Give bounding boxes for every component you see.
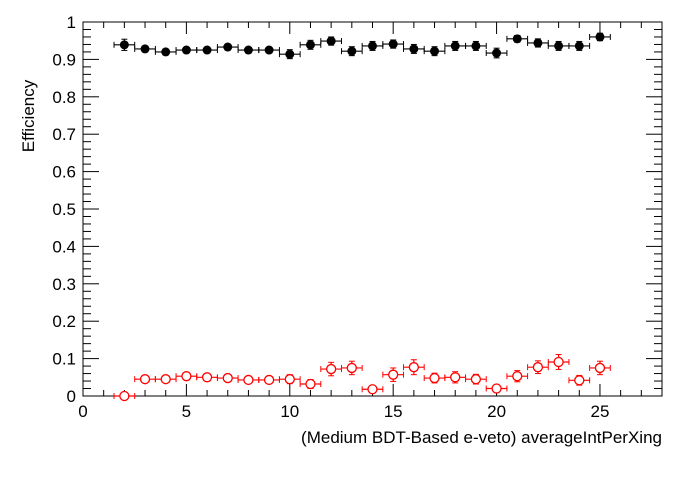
- data-point: [368, 41, 377, 51]
- data-point: [574, 375, 585, 386]
- data-point: [243, 374, 254, 386]
- data-point: [532, 362, 544, 373]
- data-point: [223, 42, 233, 52]
- data-point: [553, 356, 564, 368]
- data-point: [202, 45, 212, 55]
- data-point: [181, 45, 191, 55]
- data-point: [139, 374, 151, 385]
- data-point: [201, 372, 213, 383]
- data-point: [222, 372, 233, 384]
- series-red-open: [113, 353, 611, 402]
- data-point: [181, 371, 192, 382]
- data-point: [388, 39, 398, 49]
- x-tick-label: 10: [280, 402, 299, 421]
- data-point: [492, 48, 502, 58]
- y-tick-label: 0.5: [52, 200, 76, 219]
- data-point: [263, 374, 275, 386]
- y-tick-label: 1: [67, 13, 76, 32]
- data-point: [491, 383, 502, 394]
- data-point: [119, 390, 130, 402]
- data-point: [470, 374, 482, 385]
- data-point: [512, 371, 523, 382]
- x-tick-label: 25: [591, 402, 610, 421]
- data-point: [119, 40, 129, 50]
- x-tick-label: 0: [78, 402, 87, 421]
- plot-frame: [82, 21, 663, 397]
- data-point: [346, 362, 357, 374]
- axis-ticks: [82, 21, 662, 397]
- data-point: [347, 46, 357, 56]
- y-tick-label: 0.3: [52, 275, 76, 294]
- data-point: [264, 45, 274, 55]
- data-point: [409, 44, 419, 54]
- data-point: [471, 41, 481, 51]
- x-tick-label: 20: [487, 402, 506, 421]
- data-point: [533, 38, 543, 48]
- data-point: [512, 34, 522, 44]
- y-tick-labels: 0 0.1 0.2 0.3 0.4 0.5 0.6 0.7 0.8 0.9 1: [52, 13, 76, 406]
- y-tick-label: 0.7: [52, 125, 76, 144]
- y-tick-label: 0.1: [52, 350, 76, 369]
- data-point: [326, 36, 336, 46]
- data-point: [325, 363, 337, 375]
- series-black-filled: [113, 32, 611, 60]
- data-point: [429, 372, 440, 384]
- y-tick-label: 0.8: [52, 88, 76, 107]
- data-point: [305, 40, 315, 50]
- data-point: [554, 41, 564, 51]
- data-point: [450, 372, 461, 383]
- y-tick-label: 0.4: [52, 237, 76, 256]
- data-point: [140, 44, 150, 54]
- data-point: [305, 378, 316, 390]
- y-axis-label: Efficiency: [19, 79, 38, 152]
- data-point: [243, 45, 253, 55]
- data-point: [388, 369, 399, 380]
- data-point: [161, 47, 171, 57]
- data-points: [113, 32, 611, 402]
- y-tick-label: 0.9: [52, 50, 76, 69]
- data-point: [367, 384, 378, 395]
- data-point: [430, 46, 440, 56]
- x-tick-label: 5: [182, 402, 191, 421]
- data-point: [595, 32, 605, 42]
- data-point: [285, 49, 295, 59]
- x-tick-label: 15: [384, 402, 403, 421]
- y-tick-label: 0.6: [52, 163, 76, 182]
- data-point: [594, 362, 606, 374]
- data-point: [574, 41, 584, 51]
- x-tick-labels: 0 5 10 15 20 25: [78, 402, 609, 421]
- y-tick-label: 0.2: [52, 312, 76, 331]
- data-point: [450, 41, 460, 51]
- x-axis-label: (Medium BDT-Based e-veto) averageIntPerX…: [301, 428, 662, 447]
- data-point: [408, 362, 420, 373]
- data-point: [284, 374, 295, 385]
- y-tick-label: 0: [67, 387, 76, 406]
- data-point: [160, 374, 171, 385]
